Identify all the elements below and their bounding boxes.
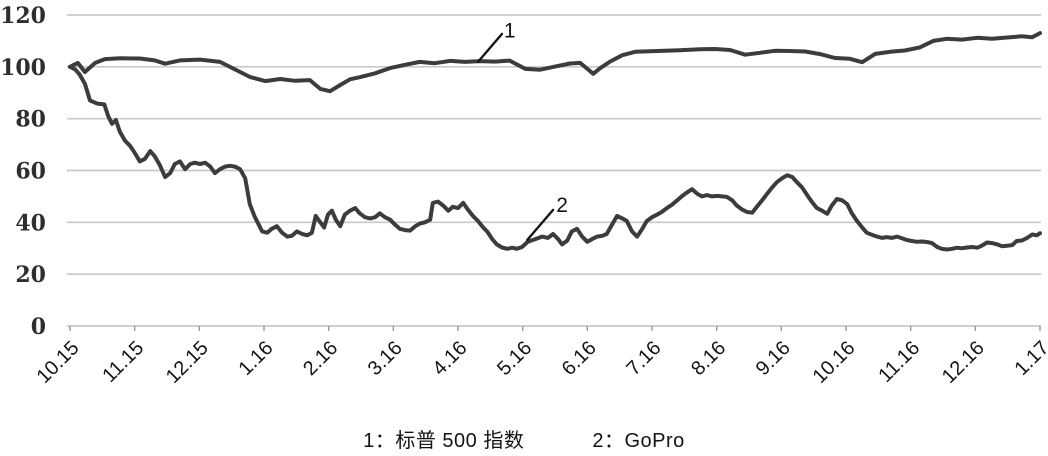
y-axis-label-20: 20: [15, 262, 46, 288]
legend: 1：标普 500 指数 2：GoPro: [0, 424, 1048, 453]
x-axis-label-12.15: 12.15: [162, 337, 213, 388]
chart-svg: 0 20 40 60 80 100 120 10.15 11.15 12.15 1.16 2.16 3…: [0, 3, 1048, 388]
x-axis-label-10.15: 10.15: [33, 337, 84, 388]
x-axis-label-1.17: 1.17: [1010, 337, 1048, 380]
x-axis-label-3.16: 3.16: [364, 337, 407, 380]
legend-item-gopro: 2：GoPro: [592, 430, 685, 452]
annotation-label-2: 2: [556, 194, 568, 217]
x-axis-label-8.16: 8.16: [687, 337, 730, 380]
y-axis-label-80: 80: [15, 107, 46, 133]
annotation-label-1: 1: [504, 20, 516, 43]
annotation-leader-1: [476, 32, 504, 64]
annotation-leader-2: [526, 208, 555, 242]
series-line-2: [68, 64, 1042, 252]
y-axis-label-100: 100: [0, 55, 46, 81]
y-axis-label-0: 0: [31, 314, 46, 340]
series-line-1: [68, 31, 1042, 94]
y-axis-label-60: 60: [15, 159, 46, 185]
x-axis-label-11.15: 11.15: [98, 337, 148, 387]
x-axis-label-12.16: 12.16: [938, 337, 989, 388]
x-axis-label-4.16: 4.16: [428, 337, 471, 380]
x-axis-label-5.16: 5.16: [493, 337, 536, 380]
x-axis-labels-group: 10.15 11.15 12.15 1.16 2.16 3.16 4.16 5.16 6.16 7…: [33, 326, 1048, 388]
x-axis-label-11.16: 11.16: [874, 337, 924, 387]
x-axis-label-9.16: 9.16: [752, 337, 795, 380]
series-group: [68, 31, 1042, 252]
y-axis-label-40: 40: [15, 210, 46, 236]
annotations-group: 12: [476, 20, 568, 242]
x-axis-label-6.16: 6.16: [558, 337, 601, 380]
x-axis-label-7.16: 7.16: [622, 337, 665, 380]
x-axis-label-1.16: 1.16: [234, 337, 277, 380]
x-axis-label-10.16: 10.16: [809, 337, 860, 388]
y-axis-label-120: 120: [0, 3, 46, 29]
legend-item-sp500-index: 1：标普 500 指数: [363, 430, 525, 452]
x-axis-label-2.16: 2.16: [299, 337, 342, 380]
y-axis-labels-group: 0 20 40 60 80 100 120: [0, 3, 46, 340]
